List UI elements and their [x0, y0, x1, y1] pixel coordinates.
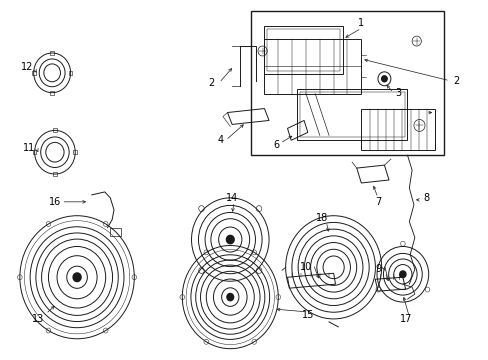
Bar	[250, 11, 444, 155]
Text: 9: 9	[374, 264, 380, 274]
Text: 10: 10	[299, 262, 311, 272]
Text: 3: 3	[394, 88, 401, 98]
Circle shape	[226, 293, 233, 301]
Text: 18: 18	[316, 213, 328, 223]
Text: 2: 2	[452, 76, 459, 86]
Text: 2: 2	[208, 78, 215, 88]
Bar	[53, 172, 57, 176]
Circle shape	[399, 271, 405, 278]
Circle shape	[226, 235, 234, 244]
Bar	[32, 71, 36, 75]
Text: 13: 13	[32, 314, 44, 324]
Bar	[266, 29, 340, 71]
Text: 1: 1	[358, 18, 364, 28]
Bar	[264, 39, 361, 94]
Bar	[73, 150, 77, 154]
Text: 15: 15	[301, 310, 313, 320]
Circle shape	[381, 76, 386, 82]
Text: 14: 14	[225, 193, 238, 203]
Bar	[69, 71, 72, 75]
Text: 7: 7	[374, 197, 380, 207]
Bar	[50, 91, 54, 95]
Text: 6: 6	[273, 140, 279, 150]
Text: 8: 8	[422, 193, 428, 203]
Bar	[33, 150, 37, 154]
Text: 11: 11	[23, 143, 35, 153]
Text: 16: 16	[49, 197, 61, 207]
Bar	[299, 92, 404, 137]
Text: 4: 4	[218, 135, 224, 145]
Text: 17: 17	[399, 314, 411, 324]
Text: 12: 12	[21, 62, 33, 72]
Circle shape	[73, 273, 81, 282]
Bar	[264, 26, 342, 74]
Bar	[110, 228, 121, 235]
Bar	[53, 129, 57, 132]
Text: 5: 5	[487, 105, 488, 116]
Bar	[296, 89, 407, 140]
Bar	[361, 109, 434, 150]
Bar	[50, 51, 54, 55]
